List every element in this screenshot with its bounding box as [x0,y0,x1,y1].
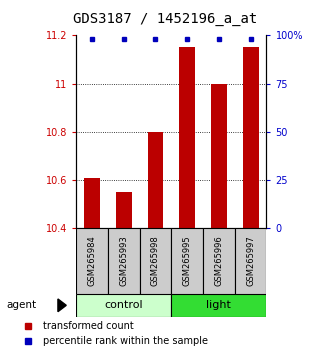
Text: light: light [207,300,231,310]
Text: GSM265998: GSM265998 [151,236,160,286]
Bar [203,228,235,294]
Bar [148,132,164,228]
Bar [243,47,259,228]
Bar [84,178,100,228]
Text: agent: agent [7,300,37,310]
Bar [116,192,132,228]
Text: GSM265996: GSM265996 [214,236,223,286]
Bar [76,294,171,317]
Text: GSM265984: GSM265984 [87,236,97,286]
Text: transformed count: transformed count [43,321,134,331]
Text: GDS3187 / 1452196_a_at: GDS3187 / 1452196_a_at [73,12,258,27]
Bar [179,47,195,228]
Text: GSM265995: GSM265995 [183,236,192,286]
Text: GSM265993: GSM265993 [119,236,128,286]
Bar [108,228,140,294]
Text: percentile rank within the sample: percentile rank within the sample [43,336,208,346]
Bar [76,228,108,294]
Bar [235,228,266,294]
Bar [140,228,171,294]
Bar [171,228,203,294]
Bar [211,84,227,228]
Text: control: control [104,300,143,310]
Text: GSM265997: GSM265997 [246,236,255,286]
Bar [171,294,266,317]
